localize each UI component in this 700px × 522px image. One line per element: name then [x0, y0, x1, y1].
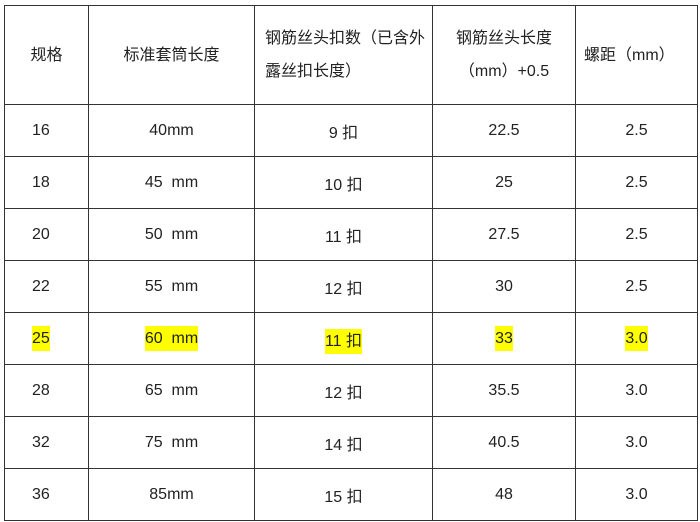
cell-text: 28: [32, 381, 50, 399]
table-row: 16 40mm 9 扣 22.5 2.5: [4, 104, 698, 157]
table-cell: 60 mm: [88, 312, 255, 365]
cell-text: 22.5: [488, 121, 520, 139]
table-row: 20 50 mm 11 扣 27.5 2.5: [4, 208, 698, 261]
table-cell: 3.0: [575, 312, 698, 365]
cell-text: 32: [32, 433, 50, 451]
cell-text: 12 扣: [324, 384, 363, 402]
cell-text: 85mm: [149, 485, 194, 503]
cell-text: 33: [495, 325, 513, 351]
cell-text: 25: [495, 173, 513, 191]
cell-text: 2.5: [625, 121, 648, 139]
header-cell: 规格: [4, 5, 89, 105]
table-cell: 55 mm: [88, 260, 255, 313]
header-cell: 标准套筒长度: [88, 5, 255, 105]
table-cell: 27.5: [432, 208, 576, 261]
table-cell: 30: [432, 260, 576, 313]
table-cell: 18: [4, 156, 89, 209]
table-cell: 48: [432, 468, 576, 521]
cell-text: 2.5: [625, 225, 648, 243]
table-cell: 32: [4, 416, 89, 469]
cell-text: 14 扣: [324, 436, 363, 454]
table-row: 22 55 mm 12 扣 30 2.5: [4, 260, 698, 313]
cell-text: 35.5: [488, 381, 520, 399]
table-cell: 22: [4, 260, 89, 313]
table-row: 32 75 mm 14 扣 40.5 3.0: [4, 416, 698, 469]
table-cell: 2.5: [575, 260, 698, 313]
cell-text: 48: [495, 485, 513, 503]
cell-text: 36: [32, 485, 50, 503]
table-cell: 10 扣: [254, 156, 433, 209]
cell-text: 2.5: [625, 173, 648, 191]
table-cell: 20: [4, 208, 89, 261]
cell-text: 60 mm: [144, 325, 199, 351]
cell-text: 3.0: [625, 433, 648, 451]
cell-text: 25: [32, 325, 50, 351]
table-cell: 11 扣: [254, 208, 433, 261]
cell-text: 50 mm: [144, 225, 199, 243]
table-row: 18 45 mm 10 扣 25 2.5: [4, 156, 698, 209]
header-cell: 钢筋丝头长度（mm）+0.5: [432, 5, 576, 105]
table-cell: 16: [4, 104, 89, 157]
cell-text: 40mm: [149, 121, 194, 139]
table-cell: 15 扣: [254, 468, 433, 521]
table-cell: 2.5: [575, 208, 698, 261]
table-cell: 85mm: [88, 468, 255, 521]
table-cell: 50 mm: [88, 208, 255, 261]
table-cell: 40.5: [432, 416, 576, 469]
table-cell: 2.5: [575, 156, 698, 209]
table-cell: 36: [4, 468, 89, 521]
header-row: 规格 标准套筒长度 钢筋丝头扣数（已含外露丝扣长度） 钢筋丝头长度（mm）+0.…: [4, 5, 698, 105]
table-cell: 75 mm: [88, 416, 255, 469]
cell-text: 30: [495, 277, 513, 295]
table-cell: 2.5: [575, 104, 698, 157]
table-row: 36 85mm 15 扣 48 3.0: [4, 468, 698, 521]
cell-text: 10 扣: [324, 176, 363, 194]
spec-table: 规格 标准套筒长度 钢筋丝头扣数（已含外露丝扣长度） 钢筋丝头长度（mm）+0.…: [4, 5, 698, 521]
cell-text: 12 扣: [324, 280, 363, 298]
cell-text: 15 扣: [324, 488, 363, 506]
cell-text: 16: [32, 121, 50, 139]
cell-text: 75 mm: [144, 433, 199, 451]
cell-text: 45 mm: [144, 173, 199, 191]
cell-text: 27.5: [488, 225, 520, 243]
table-cell: 65 mm: [88, 364, 255, 417]
table-cell: 14 扣: [254, 416, 433, 469]
cell-text: 55 mm: [144, 277, 199, 295]
header-cell: 螺距（mm）: [575, 5, 698, 105]
cell-text: 9 扣: [328, 124, 359, 142]
cell-text: 2.5: [625, 277, 648, 295]
cell-text: 11 扣: [324, 328, 363, 354]
table-cell: 33: [432, 312, 576, 365]
cell-text: 11 扣: [324, 228, 363, 246]
cell-text: 22: [32, 277, 50, 295]
table-cell: 11 扣: [254, 312, 433, 365]
table-cell: 45 mm: [88, 156, 255, 209]
table-cell: 9 扣: [254, 104, 433, 157]
table-cell: 25: [432, 156, 576, 209]
table-cell: 35.5: [432, 364, 576, 417]
table-row: 28 65 mm 12 扣 35.5 3.0: [4, 364, 698, 417]
table-row: 25 60 mm 11 扣 33 3.0: [4, 312, 698, 365]
cell-text: 3.0: [625, 381, 648, 399]
cell-text: 20: [32, 225, 50, 243]
cell-text: 3.0: [625, 485, 648, 503]
table-cell: 3.0: [575, 416, 698, 469]
table-cell: 25: [4, 312, 89, 365]
table-cell: 12 扣: [254, 364, 433, 417]
table-cell: 12 扣: [254, 260, 433, 313]
table-cell: 3.0: [575, 364, 698, 417]
cell-text: 65 mm: [144, 381, 199, 399]
table-cell: 22.5: [432, 104, 576, 157]
table-cell: 40mm: [88, 104, 255, 157]
cell-text: 3.0: [625, 325, 648, 351]
header-cell: 钢筋丝头扣数（已含外露丝扣长度）: [254, 5, 433, 105]
table-cell: 3.0: [575, 468, 698, 521]
cell-text: 18: [32, 173, 50, 191]
table-cell: 28: [4, 364, 89, 417]
cell-text: 40.5: [488, 433, 520, 451]
